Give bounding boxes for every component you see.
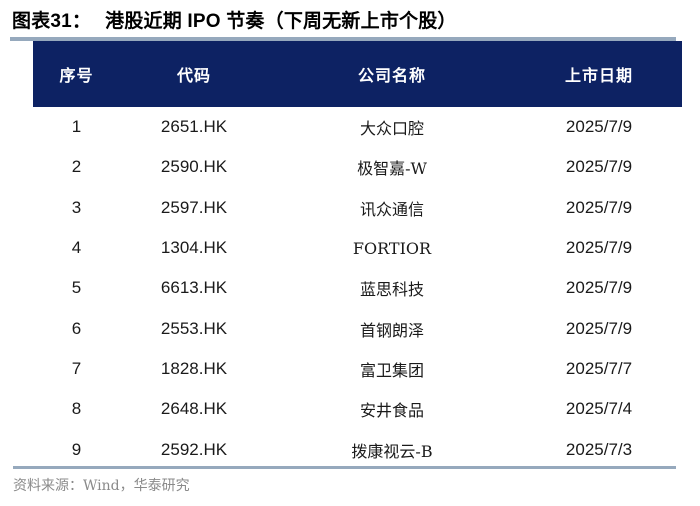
cell-date: 2025/7/9 (565, 238, 633, 258)
cell-date: 2025/7/3 (565, 439, 633, 459)
table-row: 2 2590.HK 极智嘉-W 2025/7/9 (33, 147, 682, 187)
cell-name: 安井食品 (359, 401, 424, 421)
cell-code: 1828.HK (160, 358, 228, 378)
cell-name: 富卫集团 (359, 360, 424, 380)
figure-title-text: 港股近期 IPO 节奏（下周无新上市个股） (105, 11, 457, 32)
table-header-row: 序号 代码 公司名称 上市日期 (33, 41, 682, 107)
figure-title: 图表31： 港股近期 IPO 节奏（下周无新上市个股） (12, 6, 457, 33)
cell-name: 讯众通信 (359, 199, 424, 219)
cell-name: 首钢朗泽 (359, 320, 424, 340)
cell-date: 2025/7/9 (565, 318, 633, 338)
cell-code: 2592.HK (160, 439, 228, 459)
table-row: 6 2553.HK 首钢朗泽 2025/7/9 (33, 308, 682, 348)
cell-name: FORTIOR (352, 238, 432, 258)
cell-date: 2025/7/7 (565, 358, 633, 378)
source-divider-rule (13, 466, 676, 469)
table-row: 1 2651.HK 大众口腔 2025/7/9 (33, 107, 682, 147)
cell-name: 拨康视云-B (351, 441, 433, 461)
column-header-no: 序号 (59, 68, 94, 85)
cell-code: 2553.HK (160, 318, 228, 338)
cell-no: 2 (71, 157, 82, 177)
table-row: 3 2597.HK 讯众通信 2025/7/9 (33, 188, 682, 228)
cell-no: 8 (71, 399, 82, 419)
cell-code: 2590.HK (160, 157, 228, 177)
cell-no: 4 (71, 238, 82, 258)
table-row: 4 1304.HK FORTIOR 2025/7/9 (33, 228, 682, 268)
table-row: 9 2592.HK 拨康视云-B 2025/7/3 (33, 429, 682, 469)
cell-date: 2025/7/4 (565, 399, 633, 419)
title-divider-rule (10, 37, 676, 41)
cell-date: 2025/7/9 (565, 278, 633, 298)
cell-no: 5 (71, 278, 82, 298)
cell-name: 极智嘉-W (357, 159, 427, 179)
ipo-table: 序号 代码 公司名称 上市日期 1 2651.HK 大众口腔 2025/7/9 … (33, 41, 682, 470)
cell-no: 9 (71, 439, 82, 459)
table-row: 7 1828.HK 富卫集团 2025/7/7 (33, 349, 682, 389)
cell-code: 1304.HK (160, 238, 228, 258)
column-header-name: 公司名称 (357, 68, 426, 85)
cell-name: 大众口腔 (359, 119, 424, 139)
cell-date: 2025/7/9 (565, 157, 633, 177)
column-header-code: 代码 (176, 68, 211, 85)
cell-date: 2025/7/9 (565, 197, 633, 217)
table-row: 5 6613.HK 蓝思科技 2025/7/9 (33, 268, 682, 308)
column-header-date: 上市日期 (564, 68, 633, 85)
cell-code: 2597.HK (160, 197, 228, 217)
figure-number-label: 图表31： (12, 11, 92, 32)
cell-no: 6 (71, 318, 82, 338)
cell-date: 2025/7/9 (565, 117, 633, 137)
cell-no: 7 (71, 358, 82, 378)
table-row: 8 2648.HK 安井食品 2025/7/4 (33, 389, 682, 429)
source-attribution: 资料来源：Wind，华泰研究 (13, 478, 190, 494)
cell-no: 3 (71, 197, 82, 217)
cell-name: 蓝思科技 (359, 280, 424, 300)
cell-code: 2651.HK (160, 117, 228, 137)
table-body: 1 2651.HK 大众口腔 2025/7/9 2 2590.HK 极智嘉-W … (33, 107, 682, 470)
cell-no: 1 (71, 117, 82, 137)
cell-code: 6613.HK (160, 278, 228, 298)
cell-code: 2648.HK (160, 399, 228, 419)
